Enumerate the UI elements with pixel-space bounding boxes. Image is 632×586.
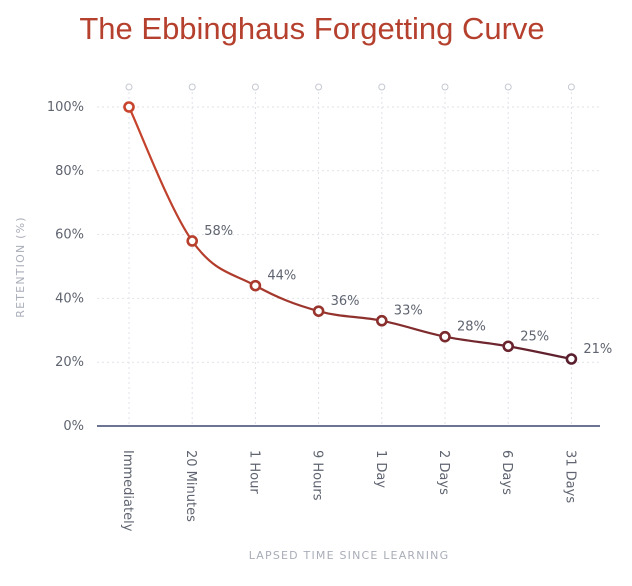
y-tick-label: 40% bbox=[55, 291, 84, 306]
x-tick-label: 6 Days bbox=[499, 450, 514, 495]
gridline-cap-circle bbox=[504, 83, 512, 91]
data-point bbox=[123, 101, 135, 113]
gridline-cap-circle bbox=[441, 83, 449, 91]
x-tick-label: 2 Days bbox=[436, 450, 451, 495]
y-tick-label: 60% bbox=[55, 228, 84, 243]
gridline-cap-circle bbox=[125, 83, 133, 91]
data-label: 21% bbox=[583, 342, 612, 357]
data-label: 36% bbox=[331, 294, 360, 309]
gridline-cap-circle bbox=[315, 83, 323, 91]
y-axis-title: RETENTION (%) bbox=[14, 216, 27, 317]
data-point bbox=[565, 353, 578, 365]
data-point bbox=[502, 340, 515, 353]
x-tick-label: 1 Day bbox=[373, 450, 388, 488]
data-point bbox=[439, 330, 451, 343]
data-label: 44% bbox=[267, 269, 296, 284]
data-label: 28% bbox=[457, 320, 486, 335]
series-line bbox=[128, 106, 572, 361]
axis-layer: 0% 20% 40% 60% 80% 100% Immediately 20 Minutes 1… bbox=[47, 100, 600, 532]
data-label: 33% bbox=[394, 304, 423, 319]
data-point bbox=[312, 305, 325, 317]
x-tick-label: 31 Days bbox=[562, 450, 577, 503]
grid-layer bbox=[97, 83, 600, 426]
y-tick-label: 0% bbox=[63, 419, 84, 434]
gridline-cap-circle bbox=[251, 83, 259, 91]
data-point bbox=[186, 235, 198, 247]
data-label: 25% bbox=[520, 329, 549, 344]
data-point bbox=[249, 279, 262, 292]
line-layer bbox=[128, 106, 572, 361]
x-tick-label: 1 Hour bbox=[246, 450, 261, 494]
x-tick-label: 20 Minutes bbox=[183, 450, 198, 522]
x-tick-label: Immediately bbox=[120, 450, 135, 532]
data-label: 58% bbox=[204, 224, 233, 239]
x-tick-label: 9 Hours bbox=[310, 450, 325, 501]
data-point bbox=[375, 314, 388, 327]
gridline-cap-circle bbox=[188, 83, 196, 91]
gridline-cap-circle bbox=[378, 83, 386, 91]
chart-title: The Ebbinghaus Forgetting Curve bbox=[79, 11, 544, 46]
point-layer bbox=[123, 101, 578, 365]
y-tick-label: 100% bbox=[47, 100, 84, 115]
y-tick-label: 80% bbox=[55, 164, 84, 179]
label-layer: 58% 44% 36% 33% 28% 25% 21% bbox=[204, 224, 612, 357]
gridline-cap-circle bbox=[567, 83, 575, 91]
y-tick-label: 20% bbox=[55, 355, 84, 370]
x-axis-title: LAPSED TIME SINCE LEARNING bbox=[249, 549, 450, 562]
